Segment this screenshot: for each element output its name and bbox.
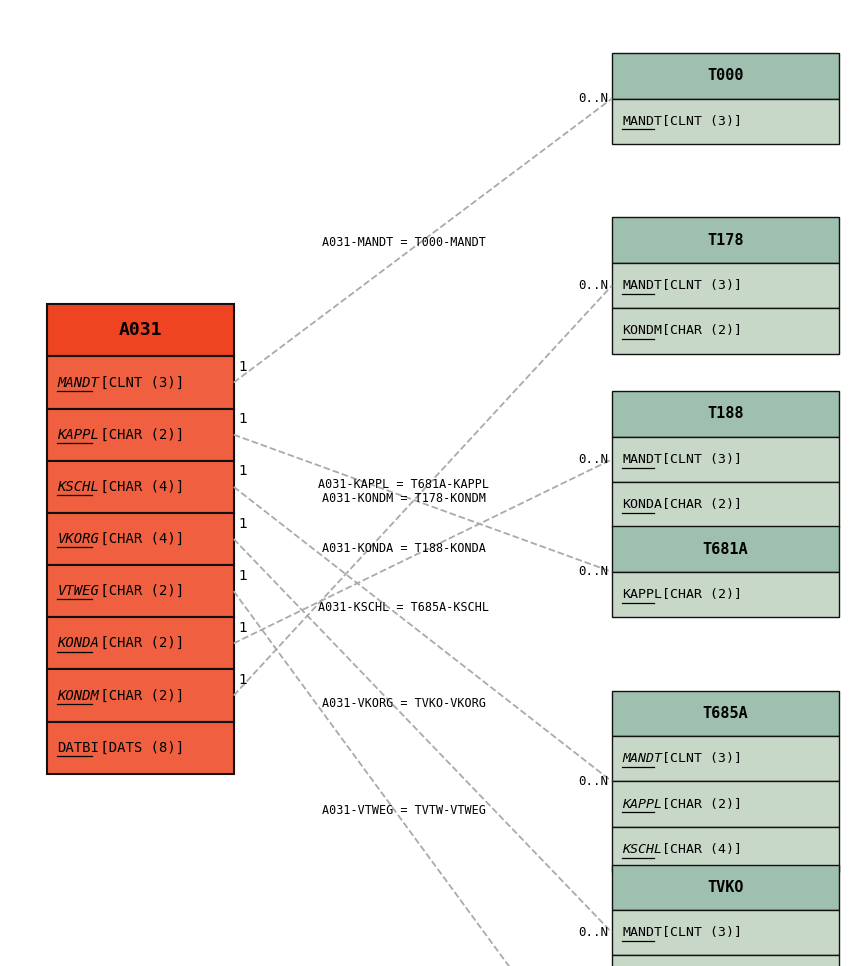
Text: [CHAR (2)]: [CHAR (2)] xyxy=(654,325,742,337)
Text: MANDT: MANDT xyxy=(622,115,663,128)
Text: [CHAR (2)]: [CHAR (2)] xyxy=(654,498,742,511)
FancyBboxPatch shape xyxy=(612,308,839,354)
FancyBboxPatch shape xyxy=(47,461,234,513)
Text: KAPPL: KAPPL xyxy=(622,798,663,810)
Text: VTWEG: VTWEG xyxy=(57,584,99,598)
Text: [DATS (8)]: [DATS (8)] xyxy=(92,741,184,754)
Text: [CHAR (2)]: [CHAR (2)] xyxy=(92,637,184,650)
Text: 0..N: 0..N xyxy=(578,453,608,466)
Text: 1: 1 xyxy=(238,465,247,478)
Text: [CHAR (2)]: [CHAR (2)] xyxy=(654,798,742,810)
Text: [CHAR (2)]: [CHAR (2)] xyxy=(92,689,184,702)
Text: 1: 1 xyxy=(238,517,247,530)
Text: KAPPL: KAPPL xyxy=(622,588,663,601)
FancyBboxPatch shape xyxy=(612,526,839,572)
Text: 0..N: 0..N xyxy=(578,279,608,292)
Text: T685A: T685A xyxy=(703,706,748,721)
Text: A031-KONDA = T188-KONDA: A031-KONDA = T188-KONDA xyxy=(322,542,486,554)
FancyBboxPatch shape xyxy=(612,572,839,617)
Text: TVKO: TVKO xyxy=(707,880,744,895)
Text: MANDT: MANDT xyxy=(622,453,663,466)
Text: A031-VKORG = TVKO-VKORG: A031-VKORG = TVKO-VKORG xyxy=(322,697,486,710)
Text: DATBI: DATBI xyxy=(57,741,99,754)
Text: A031-VTWEG = TVTW-VTWEG: A031-VTWEG = TVTW-VTWEG xyxy=(322,805,486,817)
Text: T178: T178 xyxy=(707,233,744,247)
Text: [CLNT (3)]: [CLNT (3)] xyxy=(654,279,742,292)
FancyBboxPatch shape xyxy=(612,865,839,910)
Text: [CHAR (2)]: [CHAR (2)] xyxy=(654,588,742,601)
Text: 1: 1 xyxy=(238,621,247,635)
Text: A031-KSCHL = T685A-KSCHL: A031-KSCHL = T685A-KSCHL xyxy=(318,601,490,613)
Text: KONDA: KONDA xyxy=(57,637,99,650)
FancyBboxPatch shape xyxy=(612,910,839,955)
Text: [CHAR (2)]: [CHAR (2)] xyxy=(92,428,184,441)
FancyBboxPatch shape xyxy=(47,722,234,774)
Text: [CHAR (4)]: [CHAR (4)] xyxy=(654,843,742,856)
FancyBboxPatch shape xyxy=(612,53,839,99)
Text: [CLNT (3)]: [CLNT (3)] xyxy=(654,453,742,466)
Text: KSCHL: KSCHL xyxy=(622,843,663,856)
FancyBboxPatch shape xyxy=(47,356,234,409)
FancyBboxPatch shape xyxy=(612,781,839,827)
FancyBboxPatch shape xyxy=(612,391,839,437)
Text: KAPPL: KAPPL xyxy=(57,428,99,441)
FancyBboxPatch shape xyxy=(47,304,234,356)
Text: KSCHL: KSCHL xyxy=(57,480,99,494)
FancyBboxPatch shape xyxy=(612,99,839,144)
Text: 1: 1 xyxy=(238,673,247,687)
Text: T188: T188 xyxy=(707,407,744,421)
Text: 0..N: 0..N xyxy=(578,92,608,105)
FancyBboxPatch shape xyxy=(47,565,234,617)
Text: [CHAR (2)]: [CHAR (2)] xyxy=(92,584,184,598)
FancyBboxPatch shape xyxy=(612,217,839,263)
Text: 0..N: 0..N xyxy=(578,926,608,939)
Text: [CLNT (3)]: [CLNT (3)] xyxy=(654,753,742,765)
FancyBboxPatch shape xyxy=(47,617,234,669)
Text: VKORG: VKORG xyxy=(57,532,99,546)
Text: A031: A031 xyxy=(119,322,162,339)
Text: MANDT: MANDT xyxy=(622,753,663,765)
Text: A031-KONDM = T178-KONDM: A031-KONDM = T178-KONDM xyxy=(322,493,486,505)
Text: 1: 1 xyxy=(238,569,247,582)
FancyBboxPatch shape xyxy=(612,736,839,781)
FancyBboxPatch shape xyxy=(47,669,234,722)
Text: MANDT: MANDT xyxy=(622,279,663,292)
Text: KONDM: KONDM xyxy=(622,325,663,337)
FancyBboxPatch shape xyxy=(47,409,234,461)
Text: 1: 1 xyxy=(238,412,247,426)
Text: [CLNT (3)]: [CLNT (3)] xyxy=(92,376,184,389)
Text: [CLNT (3)]: [CLNT (3)] xyxy=(654,926,742,939)
Text: [CLNT (3)]: [CLNT (3)] xyxy=(654,115,742,128)
FancyBboxPatch shape xyxy=(612,482,839,527)
Text: T681A: T681A xyxy=(703,542,748,556)
Text: KONDM: KONDM xyxy=(57,689,99,702)
FancyBboxPatch shape xyxy=(612,437,839,482)
Text: A031-KAPPL = T681A-KAPPL: A031-KAPPL = T681A-KAPPL xyxy=(318,477,490,491)
FancyBboxPatch shape xyxy=(612,691,839,736)
Text: 0..N: 0..N xyxy=(578,565,608,579)
FancyBboxPatch shape xyxy=(612,263,839,308)
Text: 0..N: 0..N xyxy=(578,775,608,788)
Text: KONDA: KONDA xyxy=(622,498,663,511)
FancyBboxPatch shape xyxy=(612,827,839,872)
FancyBboxPatch shape xyxy=(47,513,234,565)
Text: [CHAR (4)]: [CHAR (4)] xyxy=(92,480,184,494)
Text: MANDT: MANDT xyxy=(622,926,663,939)
FancyBboxPatch shape xyxy=(612,955,839,966)
Text: A031-MANDT = T000-MANDT: A031-MANDT = T000-MANDT xyxy=(322,236,486,249)
Text: MANDT: MANDT xyxy=(57,376,99,389)
Text: 1: 1 xyxy=(238,360,247,374)
Text: T000: T000 xyxy=(707,69,744,83)
Text: [CHAR (4)]: [CHAR (4)] xyxy=(92,532,184,546)
